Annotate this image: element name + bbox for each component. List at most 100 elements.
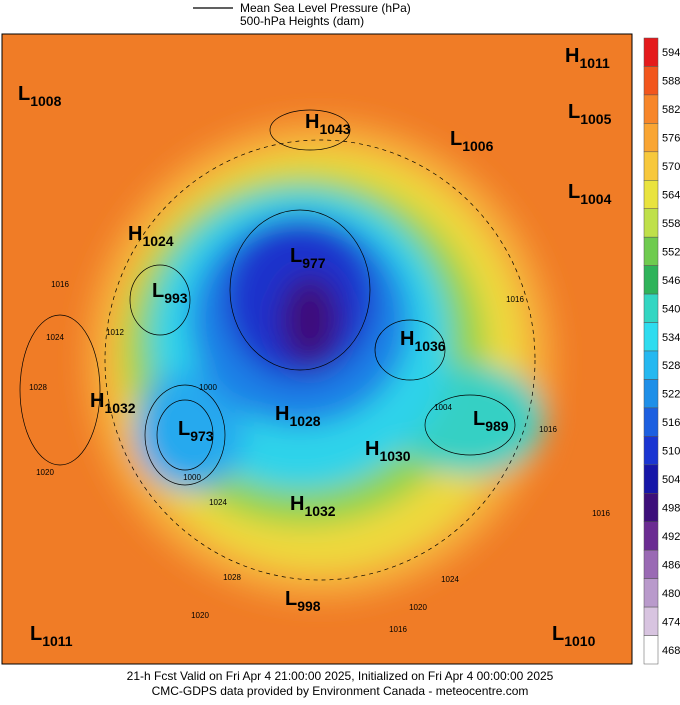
colorbar-swatch (643, 293, 659, 323)
center-kind: H (275, 403, 289, 425)
pressure-center: L977 (290, 245, 326, 271)
colorbar-swatch (643, 635, 659, 665)
colorbar-label: 582 (662, 104, 680, 116)
center-kind: H (305, 111, 319, 133)
colorbar-label: 576 (662, 133, 680, 145)
center-value: 1004 (580, 191, 611, 207)
colorbar-label: 570 (662, 161, 680, 173)
colorbar-swatch (643, 436, 659, 466)
pressure-center: H1032 (90, 390, 136, 416)
pressure-center: H1043 (305, 111, 351, 137)
pressure-center: L1011 (30, 623, 73, 649)
colorbar-label: 474 (662, 616, 680, 628)
center-value: 1010 (564, 633, 595, 649)
center-kind: H (90, 390, 104, 412)
pressure-center: L998 (285, 588, 321, 614)
center-value: 973 (190, 428, 214, 444)
legend-text: 500-hPa Heights (dam) (240, 14, 364, 28)
colorbar-swatch (643, 94, 659, 124)
center-kind: H (565, 45, 579, 67)
isobar-label: 1020 (409, 603, 427, 612)
colorbar-label: 552 (662, 246, 680, 258)
isobar-label: 1016 (539, 425, 557, 434)
pressure-center: H1032 (290, 493, 336, 519)
isobar-label: 1016 (51, 280, 69, 289)
isobar-label: 1016 (389, 625, 407, 634)
colorbar-swatch (643, 407, 659, 437)
pressure-center: L993 (152, 280, 188, 306)
colorbar-swatch (643, 180, 659, 209)
colorbar-swatch (643, 493, 659, 522)
colorbar-swatch (643, 549, 659, 579)
center-value: 1032 (304, 503, 335, 519)
colorbar-swatch (643, 265, 659, 295)
center-kind: L (285, 588, 297, 610)
colorbar-label: 522 (662, 389, 680, 401)
center-kind: L (18, 83, 30, 105)
pressure-center: H1024 (128, 223, 174, 249)
colorbar-label: 492 (662, 531, 680, 543)
colorbar-label: 594 (662, 47, 680, 59)
center-value: 1043 (319, 121, 350, 137)
colorbar-swatch (643, 37, 659, 67)
colorbar-label: 468 (662, 645, 680, 657)
isobar-label: 1016 (506, 295, 524, 304)
colorbar-label: 510 (662, 446, 680, 458)
isobar-label: 1020 (191, 611, 209, 620)
legend-text: Mean Sea Level Pressure (hPa) (240, 1, 411, 15)
isobar-label: 1000 (199, 383, 217, 392)
colorbar-swatch (643, 350, 659, 380)
isobar-label: 1012 (106, 328, 124, 337)
colorbar-label: 516 (662, 417, 680, 429)
center-kind: H (365, 438, 379, 460)
pressure-center: H1011 (565, 45, 610, 71)
isobar-label: 1000 (183, 473, 201, 482)
colorbar-label: 504 (662, 474, 680, 486)
isobar-label: 1024 (46, 333, 64, 342)
center-kind: H (400, 328, 414, 350)
center-value: 1032 (104, 400, 135, 416)
colorbar-swatch (643, 521, 659, 551)
isobar-label: 1016 (592, 509, 610, 518)
isobar-label: 1020 (36, 468, 54, 477)
center-kind: H (290, 493, 304, 515)
map (2, 34, 632, 664)
center-value: 1008 (30, 93, 61, 109)
center-kind: L (290, 245, 302, 267)
pressure-center: L1005 (568, 101, 612, 127)
center-value: 1005 (580, 111, 611, 127)
colorbar-swatch (643, 123, 659, 153)
colorbar-swatch (643, 208, 659, 238)
isobar-label: 1004 (434, 403, 452, 412)
footer-text: 21-h Fcst Valid on Fri Apr 4 21:00:00 20… (127, 669, 554, 683)
center-value: 998 (297, 598, 321, 614)
isobar-label: 1028 (29, 383, 47, 392)
isobar-label: 1024 (209, 498, 227, 507)
pressure-center: L989 (473, 408, 509, 434)
center-value: 1011 (579, 55, 610, 71)
center-kind: L (568, 101, 580, 123)
center-value: 1006 (462, 138, 493, 154)
colorbar-label: 546 (662, 275, 680, 287)
center-value: 1028 (289, 413, 320, 429)
pressure-center: H1036 (400, 328, 446, 354)
isobar-label: 1024 (441, 575, 459, 584)
footer-text: CMC-GDPS data provided by Environment Ca… (152, 684, 529, 698)
colorbar-swatch (643, 236, 659, 266)
center-value: 993 (164, 290, 188, 306)
colorbar-label: 528 (662, 360, 680, 372)
center-value: 977 (302, 255, 326, 271)
colorbar-label: 498 (662, 503, 680, 515)
pressure-center: L973 (178, 418, 214, 444)
colorbar: 594 588 582 576 570 564 558 552 546 540 534 528 522 5… (643, 37, 680, 665)
colorbar-label: 486 (662, 559, 680, 571)
colorbar-label: 540 (662, 303, 680, 315)
colorbar-label: 588 (662, 76, 680, 88)
pressure-center: H1030 (365, 438, 411, 464)
colorbar-swatch (643, 66, 659, 96)
colorbar-swatch (643, 151, 659, 181)
pressure-center: L1004 (568, 181, 612, 207)
map-frame (1, 33, 633, 665)
